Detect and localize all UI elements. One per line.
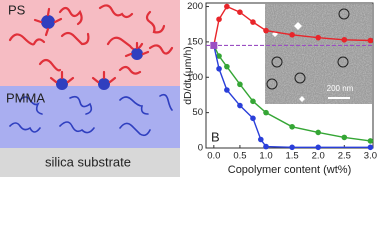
x-tick-label: 3.0 [364, 151, 377, 162]
data-point [263, 143, 269, 150]
x-tick-label: 0.0 [207, 151, 220, 162]
data-point [250, 98, 256, 105]
data-point [224, 87, 230, 93]
data-point [341, 134, 348, 141]
ps-chains [8, 4, 174, 75]
data-point [367, 144, 374, 151]
data-point [257, 136, 264, 143]
schematic: PS PMMA silica substrate [0, 0, 180, 177]
data-point [250, 115, 256, 122]
data-point [250, 19, 256, 25]
y-tick-label: 200 [187, 1, 203, 12]
y-tick-label: 0 [198, 143, 203, 154]
data-point [315, 129, 322, 136]
ps-label: PS [8, 2, 26, 17]
chart: 200 nm 0 50 100 150 200 0.0 0.5 1.0 1.5 2.0 2.5 3.0… [182, 1, 377, 176]
copolymer-micelles [33, 7, 150, 90]
inset: 200 nm [265, 4, 372, 104]
series-line [213, 5, 371, 46]
data-point [216, 16, 222, 23]
data-point [289, 123, 295, 130]
data-point [237, 102, 243, 109]
data-point [216, 65, 222, 72]
data-point [289, 144, 295, 151]
data-point [315, 144, 322, 151]
data-point [263, 109, 269, 116]
x-tick-label: 1.5 [286, 151, 299, 162]
data-point [237, 81, 243, 88]
reference-marker [210, 41, 218, 49]
y-tick-label: 100 [187, 72, 203, 83]
data-point [224, 63, 230, 70]
x-tick-label: 2.0 [312, 151, 325, 162]
x-axis-label: Copolymer content (wt%) [228, 164, 352, 176]
pmma-chains [9, 93, 173, 137]
data-point [315, 34, 322, 41]
data-point [367, 138, 374, 144]
pmma-layer [0, 86, 180, 148]
pmma-label: PMMA [6, 90, 45, 105]
data-point [216, 53, 222, 59]
x-tick-label: 1.0 [259, 151, 272, 162]
substrate [0, 148, 180, 177]
data-point [367, 37, 374, 44]
data-point [341, 36, 348, 43]
panel-label: B [211, 129, 220, 144]
y-tick-label: 50 [192, 107, 203, 118]
series-line [213, 45, 371, 142]
y-axis-label: dD/dt (μm/h) [182, 46, 194, 105]
series-line [213, 45, 371, 148]
scale-label: 200 nm [327, 84, 354, 93]
data-point [289, 32, 295, 38]
substrate-label: silica substrate [45, 154, 131, 169]
x-tick-label: 0.5 [233, 151, 246, 162]
y-tick-label: 150 [187, 36, 203, 47]
data-point [237, 9, 243, 15]
figure: PS PMMA silica substrate 200 nm 0 50 100 15… [0, 0, 377, 177]
ps-layer [0, 0, 180, 86]
x-tick-label: 2.5 [338, 151, 351, 162]
data-point [263, 27, 269, 34]
data-point [224, 3, 230, 10]
